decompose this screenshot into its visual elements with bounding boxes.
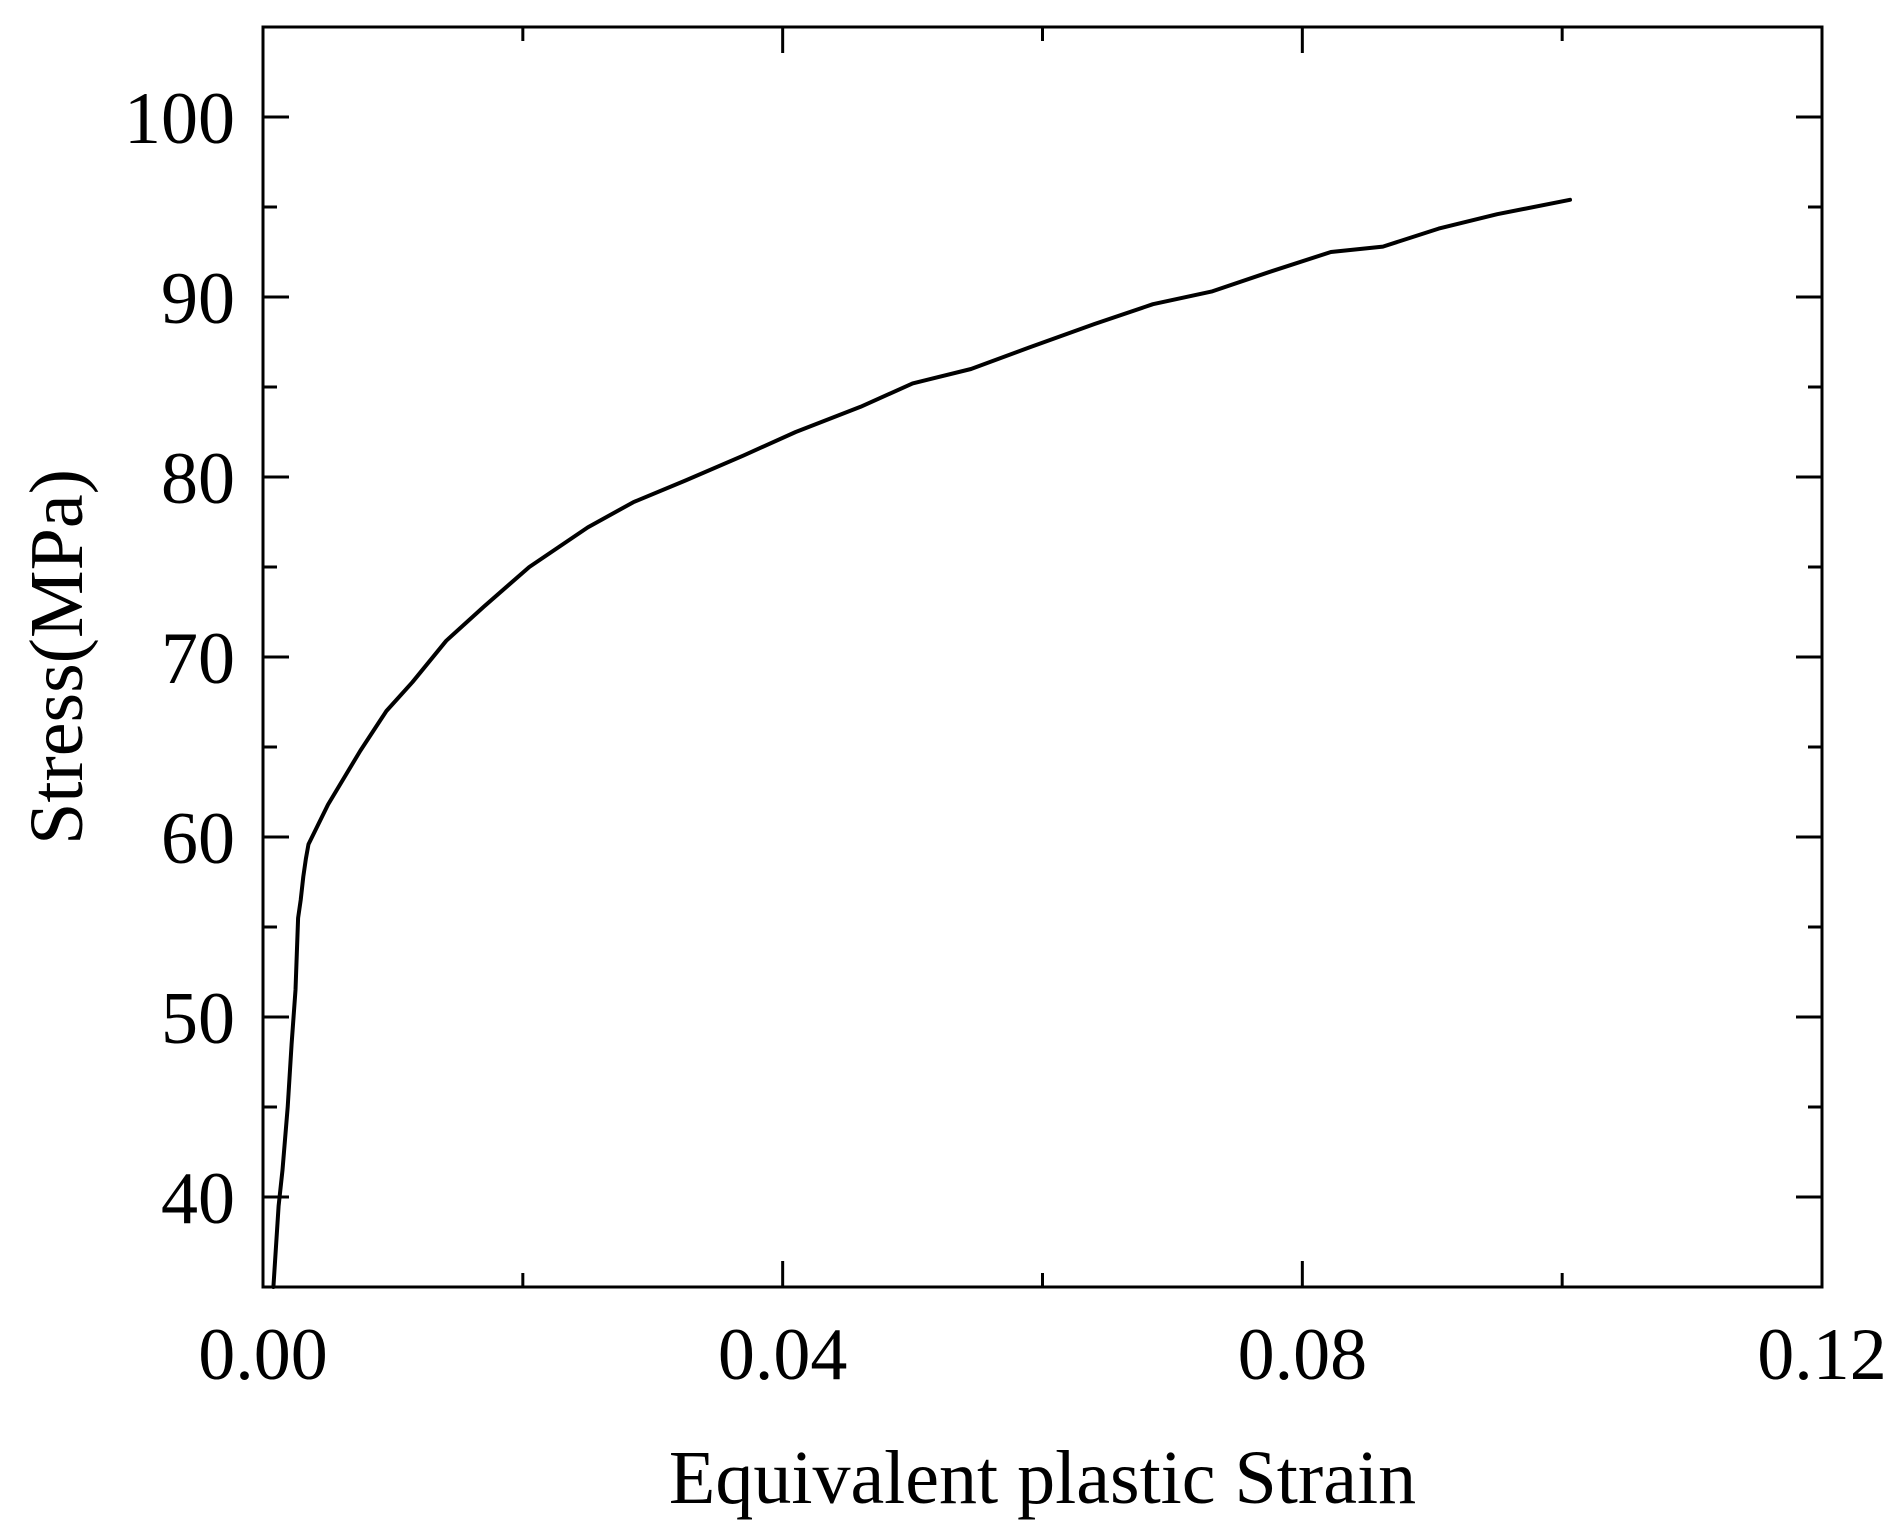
y-tick-label: 90 (161, 258, 235, 340)
ticks-layer (261, 25, 1824, 1289)
x-tick-label: 0.00 (198, 1314, 328, 1396)
x-axis-title: Equivalent plastic Strain (669, 1436, 1416, 1520)
x-tick-label: 0.04 (718, 1314, 848, 1396)
series-layer (271, 197, 1572, 1289)
y-tick-label: 100 (124, 78, 235, 160)
stress-strain-curve (271, 197, 1572, 1289)
tick-labels-layer: 0.00 0.04 0.08 0.12 40 50 60 70 80 90 100 (124, 78, 1887, 1396)
y-axis-title: Stress(MPa) (15, 469, 99, 845)
x-tick-label: 0.12 (1757, 1314, 1887, 1396)
y-tick-label: 70 (161, 618, 235, 700)
y-tick-label: 50 (161, 978, 235, 1060)
x-tick-label: 0.08 (1238, 1314, 1368, 1396)
y-tick-label: 40 (161, 1158, 235, 1240)
y-tick-label: 80 (161, 438, 235, 520)
plot-frame (261, 25, 1824, 1289)
y-tick-label: 60 (161, 798, 235, 880)
